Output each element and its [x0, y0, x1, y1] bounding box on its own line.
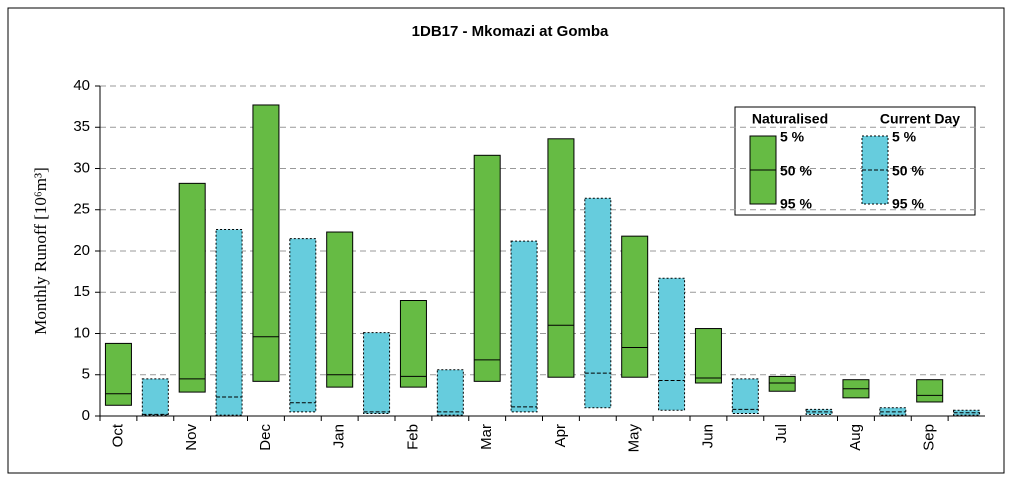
box	[436, 369, 464, 416]
legend-label: 50 %	[892, 163, 924, 179]
x-tick-label: Sep	[921, 424, 938, 451]
legend-title: Naturalised	[752, 111, 828, 127]
x-tick-label: Mar	[478, 424, 495, 450]
y-tick-label: 5	[82, 366, 90, 383]
x-tick-label: Apr	[552, 424, 569, 447]
box	[916, 379, 944, 403]
box	[363, 332, 391, 415]
box	[141, 378, 169, 416]
y-axis-label: Monthly Runoff [10⁶m³]	[31, 167, 50, 335]
x-tick-label: Oct	[109, 423, 126, 447]
x-tick-label: Dec	[257, 424, 274, 451]
x-tick-label: Feb	[404, 424, 421, 450]
y-tick-label: 25	[73, 201, 90, 218]
x-tick-label: May	[626, 424, 643, 453]
y-tick-label: 15	[73, 283, 90, 300]
box	[658, 277, 686, 411]
y-tick-label: 35	[73, 118, 90, 135]
legend-label: 95 %	[892, 196, 924, 212]
box	[252, 104, 280, 382]
box	[731, 378, 759, 415]
box	[768, 375, 796, 392]
y-tick-label: 20	[73, 242, 90, 259]
box	[694, 328, 722, 384]
x-tick-label: Aug	[847, 424, 864, 451]
y-tick-label: 0	[82, 407, 90, 424]
legend-title: Current Day	[880, 111, 960, 127]
box	[399, 300, 427, 388]
box	[621, 235, 649, 378]
legend-label: 5 %	[780, 129, 805, 145]
x-tick-label: Jul	[773, 424, 790, 443]
legend-label: 50 %	[780, 163, 812, 179]
box	[584, 197, 612, 409]
box	[215, 229, 243, 416]
box	[510, 240, 538, 413]
box	[547, 138, 575, 378]
box	[178, 182, 206, 393]
box	[326, 231, 354, 388]
chart-title: 1DB17 - Mkomazi at Gomba	[412, 23, 609, 40]
x-tick-label: Jun	[699, 424, 716, 448]
x-tick-label: Nov	[183, 424, 200, 451]
legend-label: 5 %	[892, 129, 917, 145]
box	[289, 238, 317, 413]
legend-label: 95 %	[780, 196, 812, 212]
y-tick-label: 40	[73, 77, 90, 94]
box	[473, 154, 501, 382]
y-tick-label: 10	[73, 324, 90, 341]
box	[104, 342, 132, 406]
x-tick-label: Jan	[331, 424, 348, 448]
y-tick-label: 30	[73, 159, 90, 176]
